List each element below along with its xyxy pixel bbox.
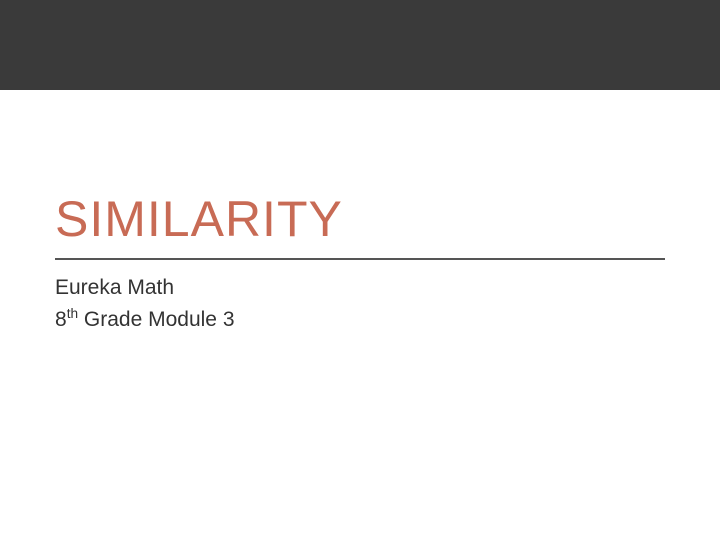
subtitle-super: th: [67, 306, 78, 321]
slide-title: SIMILARITY: [55, 190, 665, 248]
subtitle-line1: Eureka Math: [55, 272, 665, 304]
content-area: SIMILARITY Eureka Math 8th Grade Module …: [0, 190, 720, 335]
subtitle-prefix: 8: [55, 308, 67, 331]
top-band: [0, 0, 720, 90]
subtitle-line2: 8th Grade Module 3: [55, 304, 665, 336]
title-divider: [55, 258, 665, 260]
subtitle-suffix: Grade Module 3: [78, 308, 234, 331]
slide-subtitle: Eureka Math 8th Grade Module 3: [55, 272, 665, 335]
